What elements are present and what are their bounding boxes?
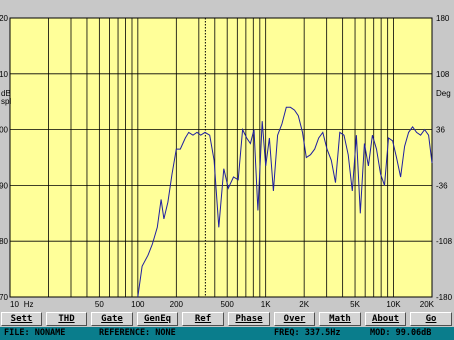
about-button[interactable]: About bbox=[365, 312, 406, 326]
y2-tick-label: 180 bbox=[436, 14, 450, 23]
plot-frame bbox=[9, 17, 433, 298]
x-tick-label: 20K bbox=[420, 300, 435, 309]
overlay-button[interactable]: Over bbox=[274, 312, 315, 326]
x-tick-label: 10 bbox=[10, 300, 19, 309]
status-reference: REFERENCE: NONE bbox=[99, 328, 176, 338]
frequency-response-chart: 70 80 90 100 110 120 -180 -108 -36 36 108 180 10 Hz 50… bbox=[0, 14, 453, 309]
go-button[interactable]: Go bbox=[410, 312, 452, 326]
status-file: FILE: NONAME bbox=[4, 328, 66, 338]
x-tick-label: Hz bbox=[24, 300, 34, 309]
y2-tick-label: -108 bbox=[436, 237, 453, 246]
x-tick-label: 100 bbox=[131, 300, 145, 309]
settings-button[interactable]: Sett bbox=[1, 312, 42, 326]
phase-button[interactable]: Phase bbox=[228, 312, 270, 326]
response-curve-0 bbox=[137, 106, 433, 298]
ref-button[interactable]: Ref bbox=[182, 312, 224, 326]
gate-button[interactable]: Gate bbox=[91, 312, 133, 326]
status-magnitude: MOD: 99.06dB bbox=[370, 328, 432, 338]
x-tick-label: 200 bbox=[170, 300, 184, 309]
x-tick-label: 5K bbox=[350, 300, 360, 309]
y-tick-label: 100 bbox=[0, 126, 9, 135]
x-tick-label: 500 bbox=[221, 300, 235, 309]
y2-tick-label: 36 bbox=[436, 126, 445, 135]
x-tick-label: 1K bbox=[261, 300, 271, 309]
x-tick-label: 50 bbox=[95, 300, 104, 309]
y-tick-label: 120 bbox=[0, 14, 9, 23]
math-button[interactable]: Math bbox=[319, 312, 361, 326]
y-tick-label: 90 bbox=[0, 181, 9, 190]
y2-axis-label: Deg bbox=[436, 89, 451, 98]
status-bar: FILE: NONAME REFERENCE: NONE FREQ: 337.5… bbox=[0, 327, 454, 340]
y-tick-label: 70 bbox=[0, 293, 9, 302]
y-axis-label: dB spl bbox=[1, 89, 11, 106]
y2-tick-label: 108 bbox=[436, 70, 450, 79]
y2-tick-label: -36 bbox=[436, 181, 448, 190]
toolbar: Sett THD Gate GenEq Ref Phase Over Math … bbox=[0, 311, 454, 327]
geneq-button[interactable]: GenEq bbox=[137, 312, 178, 326]
y2-tick-label: -180 bbox=[436, 293, 453, 302]
plot-area bbox=[10, 18, 432, 297]
y-tick-label: 80 bbox=[0, 237, 9, 246]
x-tick-label: 10K bbox=[386, 300, 401, 309]
y-tick-label: 110 bbox=[0, 70, 9, 79]
status-frequency: FREQ: 337.5Hz bbox=[274, 328, 341, 338]
thd-button[interactable]: THD bbox=[46, 312, 87, 326]
x-tick-label: 2K bbox=[299, 300, 309, 309]
